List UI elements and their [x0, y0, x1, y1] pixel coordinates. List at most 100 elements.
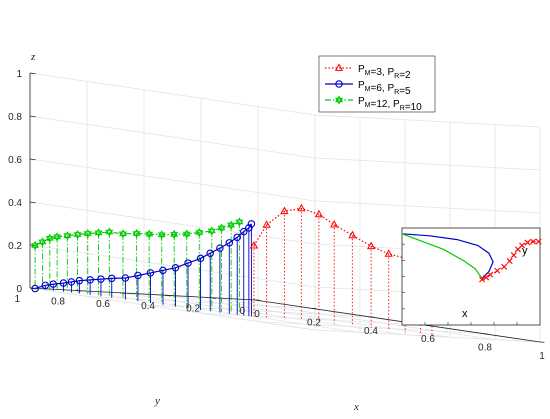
grid-line	[314, 157, 541, 171]
inset-red-cross	[483, 274, 490, 281]
data-point	[233, 233, 241, 242]
hexagram-half	[53, 234, 62, 242]
grid-line	[29, 115, 316, 159]
data-point	[121, 274, 130, 282]
data-point	[225, 239, 234, 247]
grid-line	[314, 329, 541, 343]
x-tick-label: 0.2	[307, 317, 321, 328]
cross-stroke	[519, 242, 526, 249]
grid-line	[119, 292, 406, 336]
data-point	[49, 280, 57, 288]
hexagram-half	[145, 229, 154, 237]
data-point	[227, 220, 236, 230]
legend: PM=3, PR=2PM=6, PR=5PM=12, PR=10	[318, 55, 436, 113]
inset-red-cross	[506, 257, 513, 264]
grid-line	[143, 304, 370, 318]
z-tick-label: 0.8	[8, 112, 22, 123]
z-tick-label: 0	[16, 284, 22, 295]
data-point	[53, 232, 62, 242]
hexagram-half	[217, 225, 226, 233]
data-point	[83, 229, 92, 239]
legend-label-3: PM=12, PR=10	[358, 96, 422, 113]
inset-frame	[401, 227, 541, 326]
hexagram-half	[145, 231, 154, 239]
data-point	[297, 203, 306, 212]
y-tick-label: 1	[14, 294, 20, 305]
data-point	[206, 249, 214, 257]
data-point	[366, 241, 376, 250]
data-point	[280, 206, 289, 215]
data-point	[171, 264, 180, 272]
data-point	[170, 229, 179, 240]
data-point	[41, 281, 50, 290]
legend-marker-1	[334, 63, 344, 71]
hexagram-half	[217, 223, 226, 231]
data-point	[73, 230, 82, 240]
grid-line	[29, 72, 316, 116]
data-point	[247, 220, 256, 228]
y-tick-label: 0	[239, 306, 245, 317]
data-point	[31, 284, 39, 293]
data-point	[63, 231, 72, 241]
hexagram-half	[170, 232, 179, 240]
x-tick-label: 0	[254, 309, 260, 320]
z-axis-label: z	[30, 51, 36, 63]
data-point	[108, 274, 116, 283]
inset-x-label: x	[462, 308, 468, 320]
inset-red-cross	[479, 276, 486, 283]
z-tick-label: 1	[16, 69, 22, 80]
hexagram-half	[94, 230, 103, 238]
data-point	[31, 240, 40, 251]
cross-stroke	[535, 238, 542, 245]
x-tick-label: 0.4	[364, 326, 378, 337]
grid-line	[314, 200, 541, 214]
cross-stroke	[506, 257, 513, 264]
hexagram-half	[157, 232, 166, 240]
hexagram-half	[73, 232, 82, 240]
data-point	[249, 240, 259, 249]
grid-line	[29, 287, 316, 331]
hexagram-half	[63, 233, 72, 241]
hexagram-half	[227, 222, 236, 230]
grid-line	[257, 321, 484, 334]
z-tick-label: 0.2	[8, 241, 22, 252]
data-point	[182, 229, 191, 239]
inset-red-cross	[519, 242, 526, 249]
axis-tick-labels: 00.20.40.60.8100.20.40.60.8100.20.40.60.…	[8, 69, 545, 362]
x-axis-label: x	[353, 401, 359, 413]
hexagram-half	[132, 231, 141, 239]
cross-stroke	[501, 263, 508, 270]
data-point	[384, 249, 393, 257]
hexagram-half	[335, 97, 343, 105]
inset-red-cross	[530, 238, 537, 245]
x-axis-line	[254, 299, 541, 343]
hexagram-half	[38, 237, 47, 245]
data-point	[67, 278, 76, 286]
data-point	[217, 223, 226, 233]
inset-red-cross	[535, 238, 542, 245]
hexagram-half	[38, 239, 47, 247]
inset-red-cross	[487, 271, 494, 278]
legend-label-1: PM=3, PR=2	[358, 64, 411, 81]
hexagram-half	[83, 229, 92, 236]
hexagram-half	[235, 219, 244, 227]
data-point	[45, 233, 54, 243]
x-tick-label: 0.8	[478, 343, 492, 354]
x-tick-label: 1	[539, 351, 545, 362]
inset-red-cross	[501, 263, 508, 270]
data-point	[119, 229, 127, 239]
y-tick-label: 0.2	[186, 304, 200, 315]
data-point	[348, 230, 357, 239]
inset-red-cross	[524, 239, 531, 246]
y-tick-label: 0.4	[141, 301, 155, 312]
hexagram-half	[335, 95, 343, 103]
y-tick-label: 0.6	[96, 299, 110, 310]
data-point	[97, 275, 105, 283]
legend-label-2: PM=6, PR=5	[358, 80, 411, 97]
hexagram-half	[73, 230, 82, 237]
hexagram-half	[170, 229, 179, 237]
data-point	[195, 227, 204, 238]
series-markers	[31, 203, 437, 293]
hexagram-half	[207, 226, 216, 234]
hexagram-half	[105, 227, 114, 235]
